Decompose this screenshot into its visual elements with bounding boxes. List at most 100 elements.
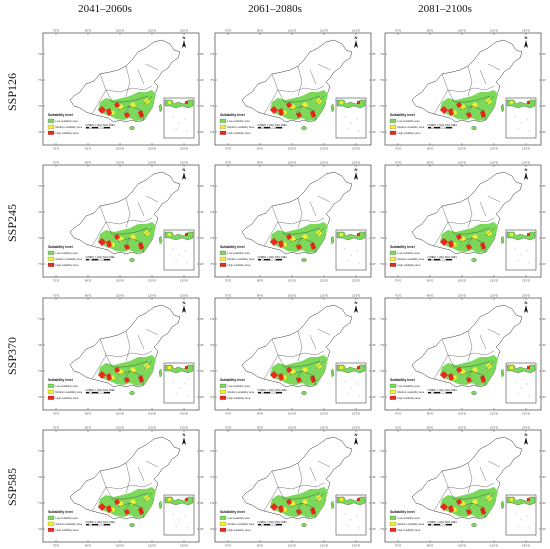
high-suitability-area — [98, 503, 106, 511]
latitude-tick-label: 30°N — [380, 236, 384, 240]
longitude-tick-label: 135°E — [180, 426, 188, 430]
north-label: N — [183, 35, 186, 40]
longitude-tick-label: 135°E — [352, 161, 360, 165]
longitude-tick-label: 105°E — [458, 426, 466, 430]
province-border — [295, 370, 303, 380]
legend-swatch — [219, 521, 227, 526]
high-suitability-area — [124, 244, 130, 250]
longitude-tick-label: 90°E — [257, 412, 264, 416]
suitability-map: 75°E 75°E 90°E 90°E 105°E 105°E 120°E 120°E 135°… — [38, 161, 204, 283]
latitude-tick-label: 40°N — [380, 343, 384, 347]
map-panel: 75°E 75°E 90°E 90°E 105°E 105°E 120°E 120°E 135°… — [210, 28, 376, 152]
scale-label: km — [284, 521, 287, 524]
province-border — [139, 374, 145, 386]
legend: Suitability level Low-suitability area Med… — [219, 245, 255, 267]
province-border — [454, 95, 491, 103]
legend-swatch — [47, 521, 55, 526]
suitability-map: 75°E 75°E 90°E 90°E 105°E 105°E 120°E 120°E 135°… — [380, 294, 546, 416]
longitude-tick-label: 90°E — [85, 544, 92, 548]
province-border — [143, 492, 153, 502]
latitude-tick-label: 40°N — [210, 343, 214, 347]
high-suitability-area — [270, 238, 278, 246]
south-china-sea-inset — [163, 229, 195, 271]
longitude-tick-label: 135°E — [522, 279, 530, 283]
north-arrow-icon: N — [182, 167, 186, 180]
south-china-sea-inset — [163, 362, 195, 404]
province-border — [467, 462, 473, 494]
longitude-tick-label: 90°E — [427, 147, 434, 151]
legend-swatch — [389, 389, 397, 394]
legend-item-label: Low-suitability area — [398, 119, 421, 123]
latitude-tick-label: 40°N — [380, 210, 384, 214]
north-label: N — [355, 300, 358, 305]
legend-swatch — [47, 256, 55, 261]
province-border — [284, 360, 321, 368]
scale-label: 0 — [85, 521, 87, 524]
latitude-tick-label: 30°N — [542, 369, 546, 373]
legend-swatch — [47, 395, 55, 400]
province-border — [277, 87, 305, 93]
scale-label: 1,000 — [95, 521, 102, 524]
longitude-tick-label: 105°E — [116, 279, 124, 283]
scale-label: 1,000 — [267, 521, 274, 524]
scale-label: 250 — [429, 124, 434, 127]
high-suitability-area — [270, 503, 278, 511]
province-border — [91, 354, 107, 380]
legend: Suitability level Low-suitability area Med… — [219, 378, 255, 400]
province-border — [315, 95, 325, 105]
map-panel: 75°E 75°E 90°E 90°E 105°E 105°E 120°E 120°E 135°… — [210, 293, 376, 417]
province-border — [295, 237, 303, 247]
scale-label: 1,500 — [443, 256, 450, 259]
longitude-tick-label: 90°E — [85, 161, 92, 165]
north-label: N — [525, 167, 528, 172]
latitude-tick-label: 40°N — [380, 475, 384, 479]
high-suitability-area — [296, 112, 302, 118]
latitude-tick-label: 30°N — [372, 236, 376, 240]
scale-label: 500 — [262, 389, 267, 392]
north-label: N — [183, 432, 186, 437]
province-border — [433, 486, 449, 512]
longitude-tick-label: 105°E — [288, 279, 296, 283]
island-outline — [158, 103, 163, 113]
latitude-tick-label: 20°N — [542, 262, 546, 266]
island-outline — [330, 103, 335, 113]
longitude-tick-label: 120°E — [148, 29, 156, 33]
scale-label: 500 — [90, 389, 95, 392]
longitude-tick-label: 120°E — [490, 544, 498, 548]
province-border — [309, 334, 317, 350]
longitude-tick-label: 120°E — [148, 161, 156, 165]
south-china-sea-inset — [505, 97, 537, 139]
longitude-tick-label: 90°E — [85, 412, 92, 416]
longitude-tick-label: 75°E — [53, 161, 60, 165]
legend-title: Suitability level — [390, 510, 415, 514]
high-suitability-area — [278, 240, 284, 248]
suitability-map: 75°E 75°E 90°E 90°E 105°E 105°E 120°E 120°E 135°… — [380, 161, 546, 283]
scale-label: 250 — [87, 256, 92, 259]
longitude-tick-label: 90°E — [427, 412, 434, 416]
longitude-tick-label: 75°E — [395, 161, 402, 165]
province-border — [311, 506, 317, 518]
province-border — [91, 89, 107, 115]
legend-title: Suitability level — [390, 378, 415, 382]
latitude-tick-label: 20°N — [38, 262, 42, 266]
legend-item-label: High-suitability area — [56, 528, 79, 532]
latitude-tick-label: 50°N — [38, 317, 42, 321]
latitude-tick-label: 30°N — [210, 501, 214, 505]
scale-label: 1,500 — [443, 124, 450, 127]
scale-label: 1,000 — [437, 521, 444, 524]
scale-label: 0 — [85, 124, 87, 127]
scale-label: 1,500 — [273, 389, 280, 392]
north-arrow-icon: N — [354, 35, 358, 48]
high-suitability-area — [114, 234, 120, 240]
island-outline — [471, 258, 477, 262]
latitude-tick-label: 20°N — [200, 395, 204, 399]
longitude-tick-label: 75°E — [53, 426, 60, 430]
province-border — [309, 466, 317, 482]
longitude-tick-label: 75°E — [395, 294, 402, 298]
longitude-tick-label: 105°E — [288, 426, 296, 430]
island-outline — [129, 523, 135, 527]
